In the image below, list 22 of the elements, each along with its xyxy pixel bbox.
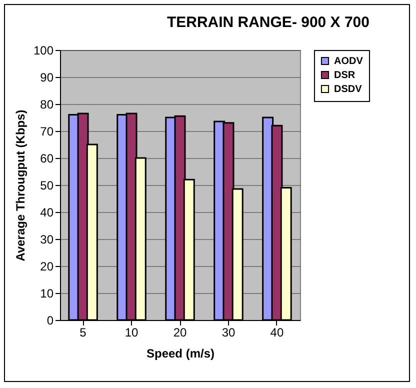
x-tick-label: 40 [270, 326, 284, 340]
y-tick-label: 90 [40, 70, 54, 84]
chart-title: TERRAIN RANGE- 900 X 700 [166, 14, 370, 31]
y-tick-label: 60 [40, 152, 54, 166]
x-tick-label: 5 [80, 326, 87, 340]
x-tick-label: 10 [124, 326, 139, 340]
x-axis-title: Speed (m/s) [146, 346, 215, 360]
y-tick-label: 30 [40, 232, 54, 246]
y-tick-label: 50 [40, 178, 54, 192]
legend-label: AODV [334, 56, 364, 67]
y-tick-label: 20 [40, 260, 54, 274]
y-tick-label: 70 [40, 124, 54, 138]
legend-label: DSDV [334, 84, 362, 95]
y-tick-label: 100 [33, 44, 54, 58]
y-axis-title: Average Througput (Kbps) [13, 110, 28, 262]
x-tick-label: 30 [222, 326, 236, 340]
legend-label: DSR [334, 70, 356, 81]
x-tick-label: 20 [173, 326, 187, 340]
y-tick-label: 10 [40, 286, 54, 300]
y-tick-label: 40 [40, 206, 54, 220]
y-tick-label: 80 [40, 98, 54, 112]
y-tick-label: 0 [46, 314, 54, 328]
